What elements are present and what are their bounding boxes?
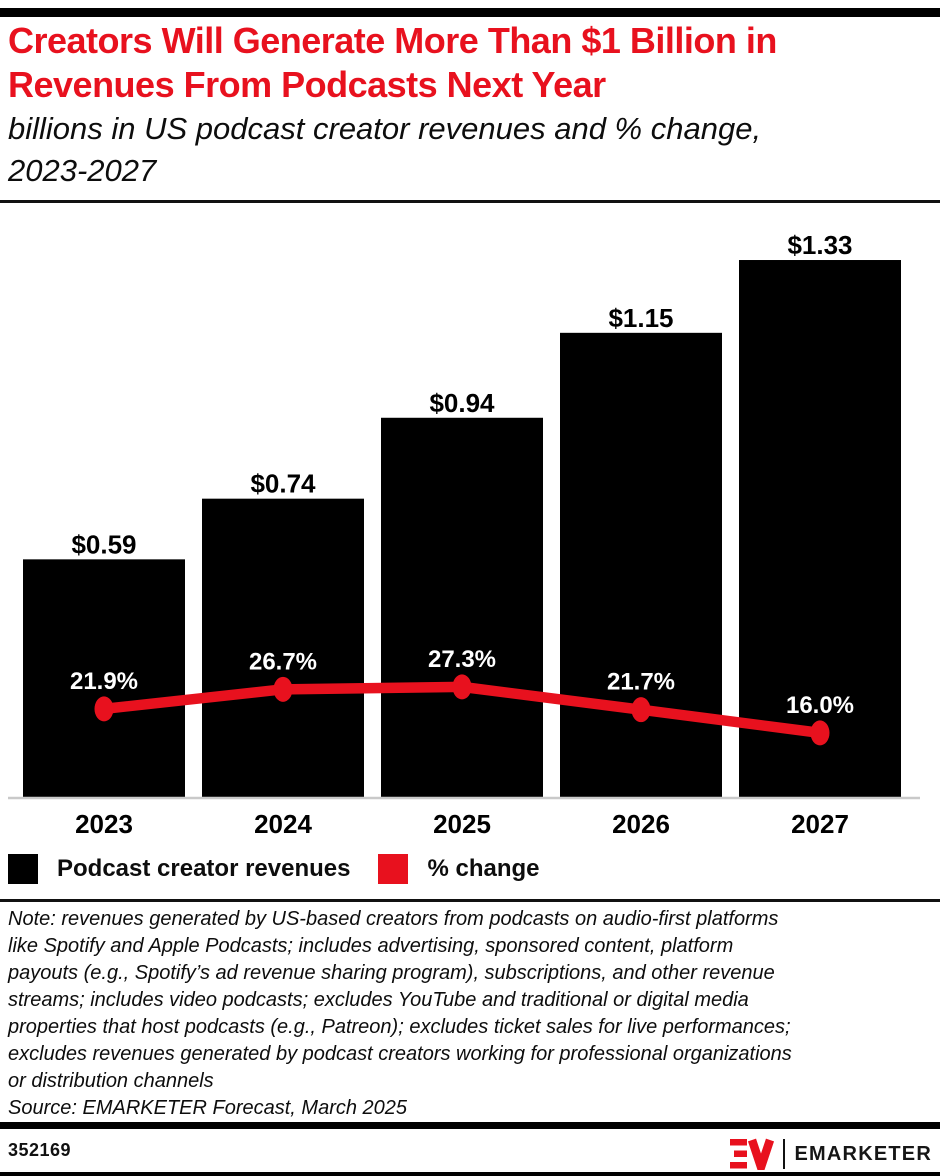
bar-value-label: $0.59 [71, 529, 136, 559]
source-text: Source: EMARKETER Forecast, March 2025 [8, 1097, 408, 1119]
revenue-bar [560, 332, 722, 798]
note-line: like Spotify and Apple Podcasts; include… [8, 935, 734, 957]
pct-label: 16.0% [786, 692, 854, 719]
note-line: Note: revenues generated by US-based cre… [8, 908, 779, 930]
legend-item-pct-change: % change [378, 854, 540, 884]
year-label: 2025 [433, 809, 491, 839]
chart-title-line2: Revenues From Podcasts Next Year [8, 64, 606, 105]
revenue-bar [739, 260, 901, 798]
note-line: properties that host podcasts (e.g., Pat… [8, 1016, 791, 1038]
legend-label-pct-change: % change [427, 855, 540, 882]
bottom-bar [0, 1172, 940, 1176]
note-line: excludes revenues generated by podcast c… [8, 1043, 792, 1065]
legend-swatch-pct-change [378, 854, 409, 884]
year-label: 2027 [791, 809, 849, 839]
revenue-bar [202, 498, 364, 798]
revenue-bar [23, 559, 185, 798]
line-marker [94, 696, 114, 722]
pct-label: 21.9% [70, 668, 138, 695]
pct-label: 26.7% [249, 648, 317, 675]
legend-label-revenues: Podcast creator revenues [57, 855, 351, 882]
top-bar [0, 8, 940, 17]
note-line: streams; includes video podcasts; exclud… [8, 989, 749, 1011]
line-marker [810, 720, 830, 746]
line-marker [631, 697, 651, 723]
chart-subtitle-line1: billions in US podcast creator revenues … [8, 111, 762, 146]
note-divider [0, 899, 940, 902]
emarketer-logo: EMARKETER [728, 1136, 932, 1172]
pct-label: 27.3% [428, 646, 496, 673]
legend-swatch-revenues [8, 854, 38, 884]
note-line: or distribution channels [8, 1070, 214, 1092]
chart-title-line1: Creators Will Generate More Than $1 Bill… [8, 20, 777, 61]
legend-item-revenues: Podcast creator revenues [8, 854, 350, 884]
line-marker [452, 674, 472, 700]
bar-value-label: $0.94 [429, 388, 495, 418]
bar-value-label: $1.15 [608, 303, 673, 333]
year-label: 2026 [612, 809, 670, 839]
header-divider [0, 200, 940, 203]
combo-chart: $0.59 $0.74 $0.94 $1.15 $1.33 21.9% 26.7% 27.3%… [8, 230, 920, 839]
logo-divider [782, 1139, 785, 1169]
chart-id: 352169 [8, 1140, 72, 1160]
note-line: payouts (e.g., Spotify’s ad revenue shar… [8, 962, 775, 984]
pct-label: 21.7% [607, 669, 675, 696]
chart-subtitle-line2: 2023-2027 [8, 153, 157, 188]
brand-name: EMARKETER [794, 1142, 932, 1165]
note-text: Note: revenues generated by US-based cre… [8, 906, 938, 1122]
em-logomark-icon [729, 1138, 774, 1170]
chart-subtitle: billions in US podcast creator revenues … [8, 108, 938, 192]
chart-legend: Podcast creator revenues % change [8, 853, 540, 885]
year-label: 2023 [75, 809, 133, 839]
bar-value-label: $1.33 [787, 230, 852, 260]
chart-title: Creators Will Generate More Than $1 Bill… [8, 19, 938, 107]
bar-value-label: $0.74 [250, 469, 316, 499]
footer-divider [0, 1122, 940, 1129]
revenue-bar [381, 417, 543, 798]
year-label: 2024 [254, 809, 312, 839]
line-marker [273, 676, 293, 702]
